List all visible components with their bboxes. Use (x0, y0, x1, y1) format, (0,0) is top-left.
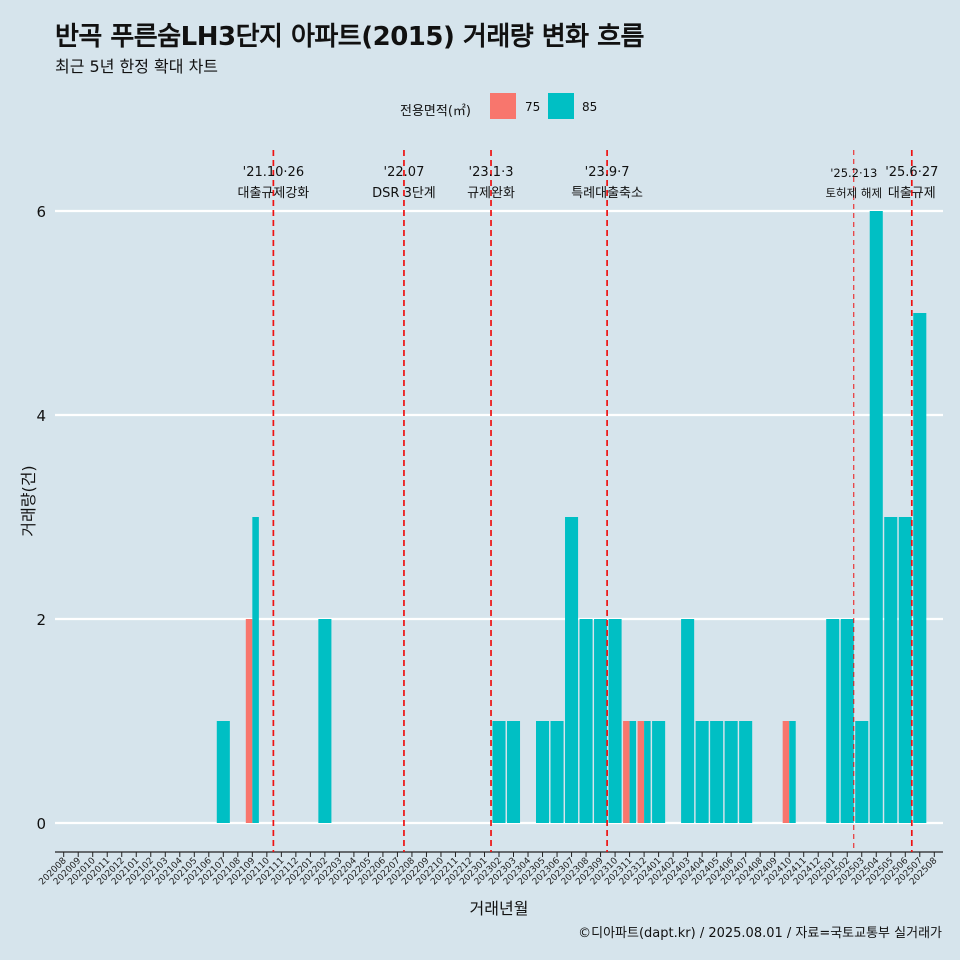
legend: 전용면적(㎡) 75 85 (0, 93, 960, 123)
chart-title: 반곡 푸른숨LH3단지 아파트(2015) 거래량 변화 흐름 (55, 22, 644, 52)
bar-202406-85 (724, 721, 738, 823)
bar-202312-85 (644, 721, 651, 823)
chart-subtitle: 최근 5년 한정 확대 차트 (55, 57, 219, 76)
y-tick-label-2: 2 (36, 611, 46, 629)
bar-202309-85 (594, 619, 608, 823)
event-date-202502: '25.2·13 (830, 166, 877, 180)
legend-label-75: 75 (525, 100, 541, 114)
bar-202407-85 (739, 721, 753, 823)
bar-202504-85 (869, 211, 883, 823)
event-label-202207: DSR 3단계 (372, 186, 436, 201)
bar-202305-85 (536, 721, 550, 823)
y-tick-label-6: 6 (36, 203, 46, 221)
event-date-202301: '23.1·3 (469, 165, 514, 180)
bar-202109-85 (252, 517, 259, 823)
event-label-202110: 대출규제강화 (237, 186, 309, 201)
bar-202405-85 (710, 721, 724, 823)
bar-202202-85 (318, 619, 332, 823)
bar-202404-85 (695, 721, 709, 823)
event-date-202207: '22.07 (384, 165, 425, 180)
bar-202410-75 (782, 721, 790, 823)
bar-202311-85 (629, 721, 637, 823)
bar-202107-85 (216, 721, 230, 823)
y-tick-label-4: 4 (36, 407, 46, 425)
legend-label-85: 85 (582, 100, 598, 114)
bar-202302-85 (492, 721, 506, 823)
event-date-202309: '23.9·7 (585, 165, 630, 180)
legend-title: 전용면적(㎡) (400, 104, 471, 119)
bar-202401-85 (652, 721, 666, 823)
bar-202303-85 (506, 721, 521, 823)
bar-202502-85 (840, 619, 854, 823)
bar-202501-85 (826, 619, 840, 823)
bar-202505-85 (884, 517, 898, 823)
legend-swatch-75 (490, 93, 516, 119)
event-date-202110: '21.10·26 (243, 165, 304, 180)
source-caption: ©디아파트(dapt.kr) / 2025.08.01 / 자료=국토교통부 실… (578, 926, 942, 941)
legend-swatch-85 (548, 93, 574, 119)
bar-202312-75 (637, 721, 645, 823)
event-label-202502: 토허제 해제 (825, 186, 882, 200)
x-axis-title: 거래년월 (470, 899, 529, 918)
bar-202310-85 (608, 619, 622, 823)
bar-202507-85 (913, 313, 927, 823)
bar-202306-85 (550, 721, 564, 823)
bar-202311-75 (623, 721, 630, 823)
bar-202410-85 (789, 721, 796, 823)
bar-202308-85 (579, 619, 593, 823)
bar-202503-85 (855, 721, 869, 823)
bar-202403-85 (681, 619, 695, 823)
event-date-202506: '25.6·27 (885, 165, 938, 180)
y-axis-title: 거래량(건) (19, 465, 38, 536)
bar-202109-75 (245, 619, 253, 823)
event-label-202309: 특례대출축소 (571, 186, 643, 201)
bar-202506-85 (898, 517, 912, 823)
event-label-202506: 대출규제 (888, 186, 936, 201)
y-tick-label-0: 0 (36, 815, 46, 833)
event-label-202301: 규제완화 (467, 186, 515, 201)
bar-202307-85 (565, 517, 579, 823)
